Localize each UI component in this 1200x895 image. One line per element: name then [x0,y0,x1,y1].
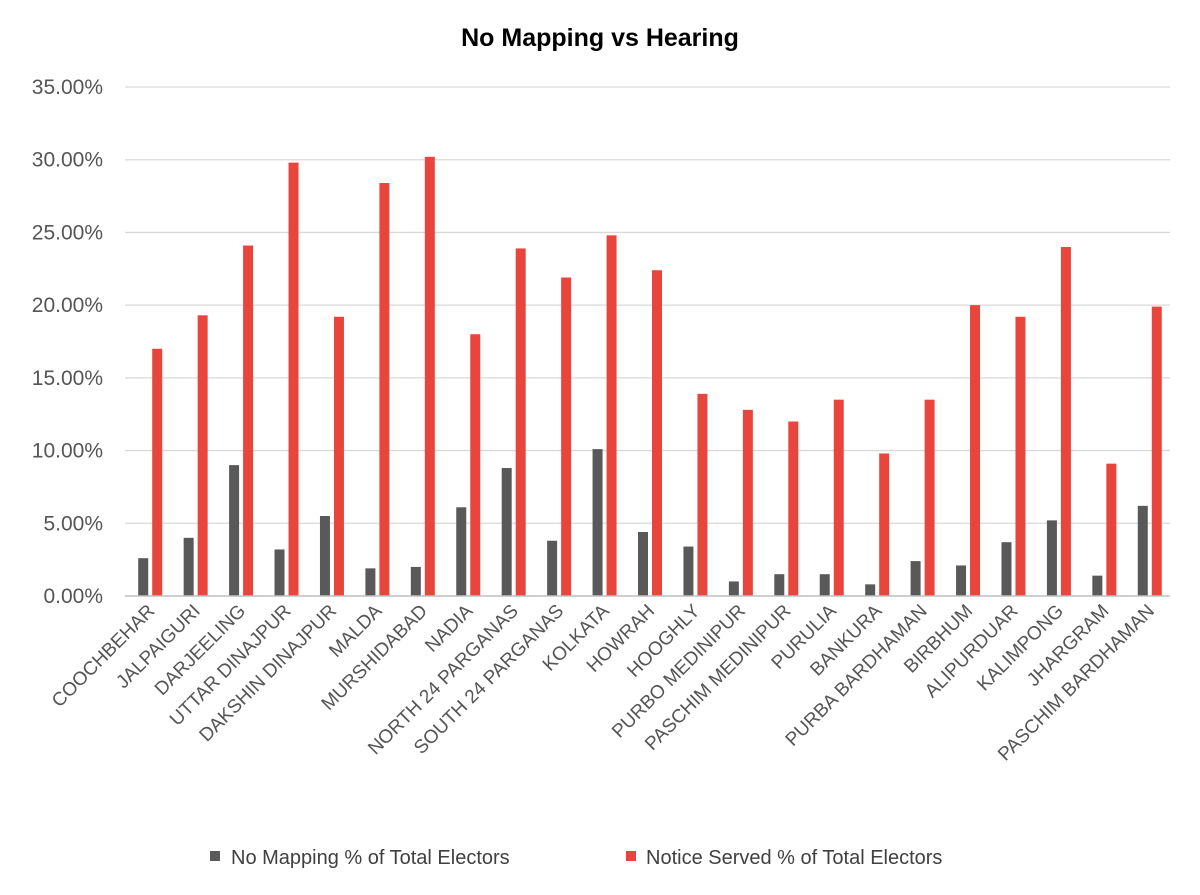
bar-notice-served [652,270,662,596]
bar-no-mapping [638,532,648,596]
bar-no-mapping [865,584,876,596]
bar-no-mapping [728,581,739,596]
bar-no-mapping [274,549,285,596]
bar-no-mapping [774,574,785,596]
y-tick-label: 25.00% [32,221,103,244]
y-tick-label: 0.00% [43,585,103,608]
bar-notice-served [243,245,254,596]
y-tick-label: 20.00% [32,294,103,317]
bar-notice-served [288,162,299,596]
y-tick-label: 30.00% [32,149,103,172]
bar-no-mapping [319,516,330,596]
y-tick-label: 35.00% [32,76,103,99]
bar-no-mapping [183,537,194,596]
bar-notice-served [879,453,890,596]
gridlines [125,86,1170,524]
bar-notice-served [1106,463,1117,596]
bar-no-mapping [1001,542,1012,596]
bar-notice-served [561,277,572,596]
bar-notice-served [606,235,617,596]
legend-swatch [210,851,220,861]
y-tick-label: 10.00% [32,440,103,463]
legend-swatch [626,851,636,861]
bar-no-mapping [910,561,921,596]
bar-no-mapping [547,540,558,596]
bar-no-mapping [956,565,967,596]
bar-no-mapping [229,465,240,596]
bar-notice-served [742,409,753,596]
y-tick-label: 15.00% [32,367,103,390]
bar-no-mapping [1092,575,1103,596]
bar-notice-served [515,248,526,596]
bar-no-mapping [683,546,694,596]
bar-no-mapping [592,449,603,596]
bar-no-mapping [365,568,376,596]
bar-no-mapping [1046,520,1057,596]
bar-no-mapping [410,566,421,596]
bar-no-mapping [1137,505,1148,596]
bar-notice-served [333,316,344,596]
bar-notice-served [1060,246,1071,596]
bar-notice-served [833,399,844,596]
bar-notice-served [697,393,708,596]
bar-notice-served [924,399,935,596]
legend: No Mapping % of Total Electors Notice Ser… [210,847,942,869]
chart-title: No Mapping vs Hearing [461,24,739,52]
bars [138,156,1162,597]
bar-notice-served [1015,316,1026,596]
bar-notice-served [197,315,208,596]
legend-label: No Mapping % of Total Electors [231,847,510,869]
bar-notice-served [1151,306,1162,596]
bar-no-mapping [138,558,149,596]
bar-notice-served [424,156,435,596]
bar-no-mapping [456,507,467,596]
bar-no-mapping [501,468,512,596]
bar-notice-served [470,334,481,596]
bar-notice-served [970,305,981,596]
y-tick-label: 5.00% [43,512,103,535]
bar-notice-served [379,182,390,597]
bar-no-mapping [819,574,830,596]
legend-label: Notice Served % of Total Electors [646,847,942,869]
bar-notice-served [788,421,799,596]
bar-notice-served [152,348,163,596]
y-axis-ticks: 0.00% 5.00% 10.00% 15.00% 20.00% 25.00% 30.00%… [32,76,103,608]
